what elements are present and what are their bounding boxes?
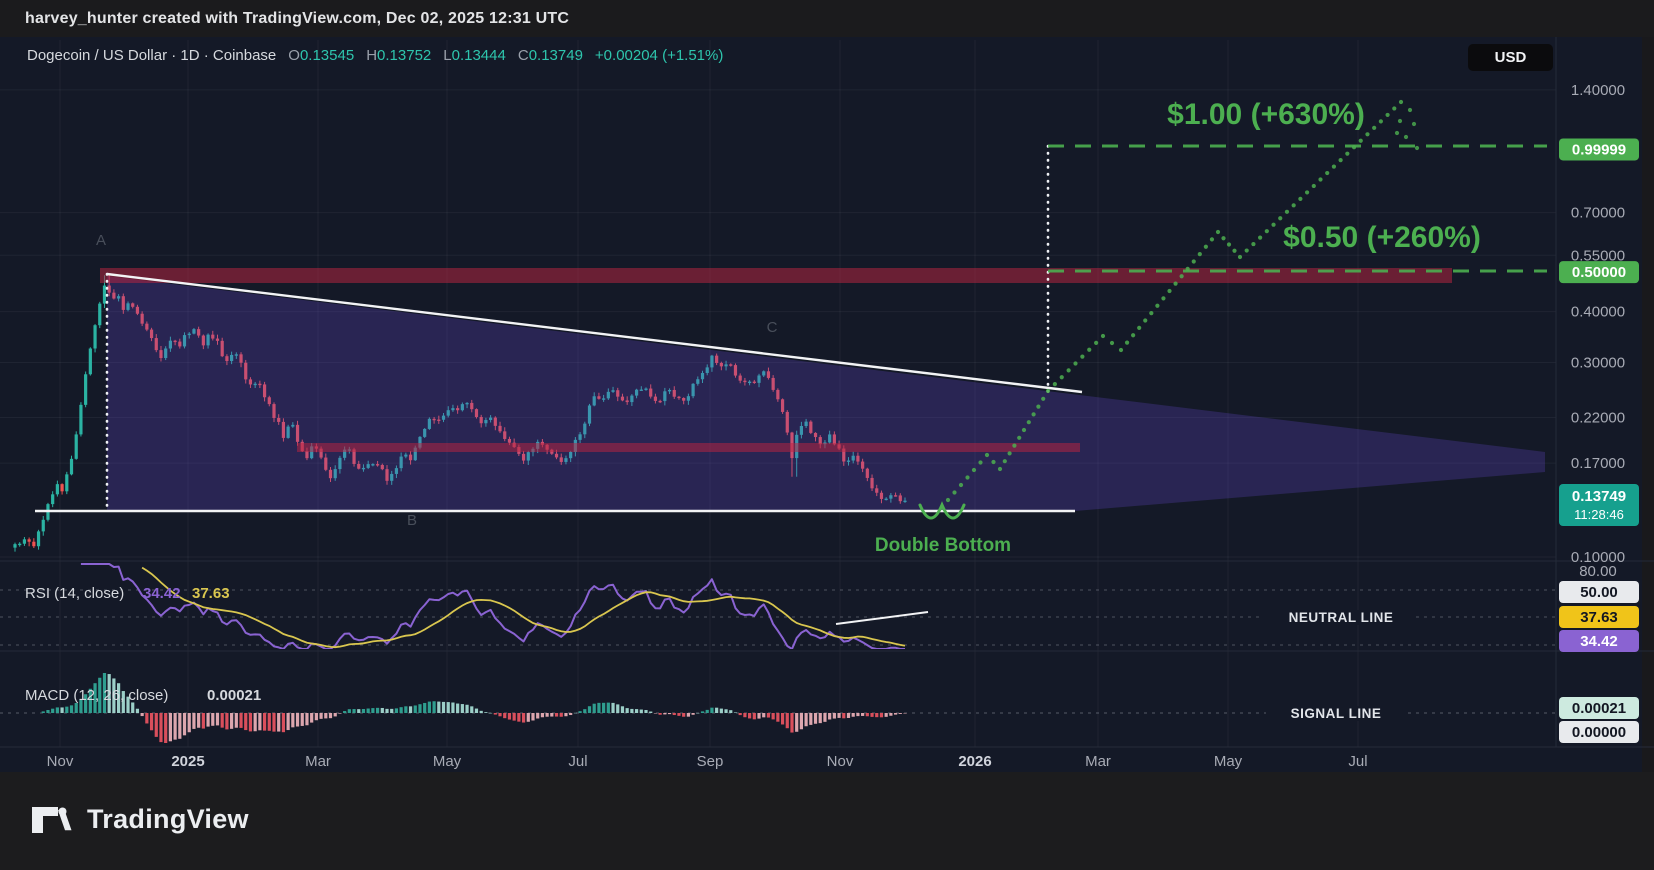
svg-text:2025: 2025 xyxy=(171,753,204,770)
double-bottom-marker: Double Bottom xyxy=(875,501,1011,556)
svg-text:Nov: Nov xyxy=(47,753,74,770)
svg-text:0.50000: 0.50000 xyxy=(1572,264,1626,281)
open-value: 0.13545 xyxy=(299,47,355,64)
svg-text:May: May xyxy=(433,753,462,770)
svg-text:MACD (12, 26, close): MACD (12, 26, close) xyxy=(25,687,168,704)
target-label: $1.00 (+630%) xyxy=(1167,98,1365,131)
svg-text:0.99999: 0.99999 xyxy=(1572,141,1626,158)
symbol-header: Dogecoin / US Dollar · 1D · Coinbase O0.1… xyxy=(27,47,723,67)
double-bottom-label: Double Bottom xyxy=(875,535,1011,556)
watermark-bar: harvey_hunter created with TradingView.c… xyxy=(0,0,1654,37)
high-value: 0.13752 xyxy=(377,47,432,64)
descending-triangle-fill xyxy=(107,276,1545,511)
footer-bar: TradingView xyxy=(0,772,1654,870)
svg-text:0.10000: 0.10000 xyxy=(1571,549,1625,566)
chart-widget: $1.00 (+630%) $0.50 (+260%) Double Bottom A… xyxy=(0,37,1654,772)
svg-text:37.63: 37.63 xyxy=(1580,609,1618,626)
rsi-mini-trendline xyxy=(835,611,929,625)
svg-text:0.40000: 0.40000 xyxy=(1571,304,1625,321)
rsi-lines xyxy=(80,563,929,649)
svg-text:34.42: 34.42 xyxy=(143,585,181,602)
chart-canvas[interactable]: $1.00 (+630%) $0.50 (+260%) Double Bottom A… xyxy=(0,37,1654,772)
tradingview-logo-icon xyxy=(32,806,72,833)
tradingview-logo-text: TradingView xyxy=(87,804,249,834)
svg-text:0.22000: 0.22000 xyxy=(1571,409,1625,426)
svg-text:0.00000: 0.00000 xyxy=(1572,724,1626,741)
svg-text:0.30000: 0.30000 xyxy=(1571,355,1625,372)
svg-text:0.55000: 0.55000 xyxy=(1571,247,1625,264)
pattern-lines xyxy=(35,144,1083,513)
macd-histogram xyxy=(41,673,907,743)
candlestick-series xyxy=(13,275,907,552)
svg-text:Nov: Nov xyxy=(827,753,854,770)
time-axis[interactable]: Nov 2025 Mar May Jul Sep Nov 2026 Mar May Jul xyxy=(0,746,1654,770)
signal-line-label: SIGNAL LINE xyxy=(1291,706,1382,721)
close-value: 0.13749 xyxy=(528,47,583,64)
svg-text:80.00: 80.00 xyxy=(1579,563,1617,580)
svg-text:0.17000: 0.17000 xyxy=(1571,455,1625,472)
close-label: C xyxy=(517,47,529,64)
open-label: O xyxy=(288,47,300,64)
high-label: H xyxy=(366,47,378,64)
svg-text:0.13749: 0.13749 xyxy=(1572,488,1626,505)
svg-text:0.00021: 0.00021 xyxy=(207,687,261,704)
price-scale[interactable]: 1.40000 0.70000 0.55000 0.40000 0.30000 0.220… xyxy=(1555,37,1639,747)
svg-text:Mar: Mar xyxy=(1085,753,1111,770)
rsi-label: RSI (14, close) 34.42 37.63 xyxy=(25,585,230,602)
gridlines xyxy=(0,40,1556,747)
pattern-point-labels: A B C xyxy=(96,232,778,529)
svg-text:11:28:46: 11:28:46 xyxy=(1574,507,1624,522)
low-label: L xyxy=(443,47,452,64)
watermark-text: harvey_hunter created with TradingView.c… xyxy=(25,10,570,27)
svg-text:0.00021: 0.00021 xyxy=(1572,700,1626,717)
price-targets: $1.00 (+630%) $0.50 (+260%) xyxy=(1048,98,1547,273)
svg-text:0.70000: 0.70000 xyxy=(1571,205,1625,222)
svg-text:C: C xyxy=(767,319,778,336)
symbol-title[interactable]: Dogecoin / US Dollar · 1D · Coinbase xyxy=(27,47,277,64)
tradingview-logo[interactable]: TradingView xyxy=(30,804,249,835)
rsi-pane: NEUTRAL LINE xyxy=(0,560,1654,646)
svg-text:34.42: 34.42 xyxy=(1580,633,1618,650)
svg-text:A: A xyxy=(96,232,106,249)
current-price-badge: 0.13749 11:28:46 xyxy=(1559,484,1639,526)
svg-text:RSI (14, close): RSI (14, close) xyxy=(25,585,124,602)
currency-toggle-button[interactable]: USD xyxy=(1468,44,1553,71)
svg-text:Sep: Sep xyxy=(697,753,724,770)
svg-text:Jul: Jul xyxy=(568,753,587,770)
svg-text:2026: 2026 xyxy=(958,753,991,770)
change-value: +0.00204 (+1.51%) xyxy=(594,47,724,64)
target-label: $0.50 (+260%) xyxy=(1283,221,1481,254)
svg-text:Jul: Jul xyxy=(1348,753,1367,770)
svg-text:May: May xyxy=(1214,753,1243,770)
svg-text:B: B xyxy=(407,512,417,529)
projection-path xyxy=(945,99,1420,503)
svg-text:1.40000: 1.40000 xyxy=(1571,82,1625,99)
svg-text:50.00: 50.00 xyxy=(1580,584,1618,601)
svg-text:Mar: Mar xyxy=(305,753,331,770)
low-value: 0.13444 xyxy=(451,47,506,64)
neutral-line-label: NEUTRAL LINE xyxy=(1289,610,1394,625)
chart-background xyxy=(0,37,1654,772)
macd-label: MACD (12, 26, close) 0.00021 xyxy=(25,687,261,704)
svg-text:37.63: 37.63 xyxy=(192,585,230,602)
